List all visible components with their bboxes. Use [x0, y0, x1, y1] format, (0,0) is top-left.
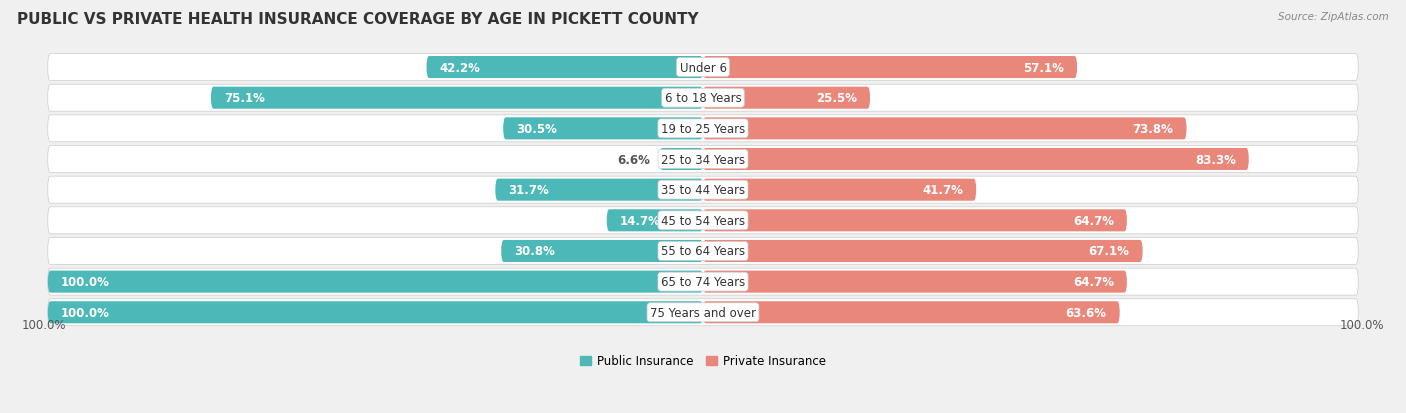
FancyBboxPatch shape — [48, 301, 703, 323]
FancyBboxPatch shape — [703, 118, 1187, 140]
FancyBboxPatch shape — [606, 210, 703, 232]
Text: 25 to 34 Years: 25 to 34 Years — [661, 153, 745, 166]
Text: 100.0%: 100.0% — [60, 306, 110, 319]
Text: 35 to 44 Years: 35 to 44 Years — [661, 184, 745, 197]
FancyBboxPatch shape — [703, 88, 870, 109]
Text: 6.6%: 6.6% — [617, 153, 650, 166]
Text: 64.7%: 64.7% — [1073, 275, 1114, 288]
Text: 64.7%: 64.7% — [1073, 214, 1114, 227]
FancyBboxPatch shape — [48, 207, 1358, 234]
FancyBboxPatch shape — [48, 85, 1358, 112]
Text: PUBLIC VS PRIVATE HEALTH INSURANCE COVERAGE BY AGE IN PICKETT COUNTY: PUBLIC VS PRIVATE HEALTH INSURANCE COVER… — [17, 12, 699, 27]
Text: 6 to 18 Years: 6 to 18 Years — [665, 92, 741, 105]
FancyBboxPatch shape — [703, 301, 1119, 323]
Text: 65 to 74 Years: 65 to 74 Years — [661, 275, 745, 288]
Text: 31.7%: 31.7% — [509, 184, 550, 197]
Text: 75 Years and over: 75 Years and over — [650, 306, 756, 319]
Text: 83.3%: 83.3% — [1195, 153, 1236, 166]
FancyBboxPatch shape — [48, 268, 1358, 295]
Text: 67.1%: 67.1% — [1088, 245, 1129, 258]
FancyBboxPatch shape — [48, 238, 1358, 265]
Text: 45 to 54 Years: 45 to 54 Years — [661, 214, 745, 227]
Text: 63.6%: 63.6% — [1066, 306, 1107, 319]
FancyBboxPatch shape — [48, 299, 1358, 326]
Text: 30.5%: 30.5% — [516, 123, 557, 135]
Text: 19 to 25 Years: 19 to 25 Years — [661, 123, 745, 135]
FancyBboxPatch shape — [703, 57, 1077, 79]
Text: 30.8%: 30.8% — [515, 245, 555, 258]
FancyBboxPatch shape — [703, 240, 1143, 262]
FancyBboxPatch shape — [211, 88, 703, 109]
FancyBboxPatch shape — [48, 271, 703, 293]
FancyBboxPatch shape — [48, 116, 1358, 142]
FancyBboxPatch shape — [501, 240, 703, 262]
Legend: Public Insurance, Private Insurance: Public Insurance, Private Insurance — [575, 350, 831, 372]
FancyBboxPatch shape — [703, 149, 1249, 171]
Text: 75.1%: 75.1% — [224, 92, 264, 105]
Text: 100.0%: 100.0% — [21, 318, 66, 332]
FancyBboxPatch shape — [426, 57, 703, 79]
FancyBboxPatch shape — [703, 179, 976, 201]
FancyBboxPatch shape — [48, 55, 1358, 81]
Text: Under 6: Under 6 — [679, 62, 727, 74]
Text: 55 to 64 Years: 55 to 64 Years — [661, 245, 745, 258]
FancyBboxPatch shape — [48, 146, 1358, 173]
FancyBboxPatch shape — [503, 118, 703, 140]
Text: 100.0%: 100.0% — [60, 275, 110, 288]
FancyBboxPatch shape — [48, 177, 1358, 204]
Text: 42.2%: 42.2% — [440, 62, 481, 74]
Text: 100.0%: 100.0% — [1340, 318, 1385, 332]
Text: Source: ZipAtlas.com: Source: ZipAtlas.com — [1278, 12, 1389, 22]
FancyBboxPatch shape — [703, 210, 1128, 232]
Text: 73.8%: 73.8% — [1133, 123, 1174, 135]
FancyBboxPatch shape — [659, 149, 703, 171]
Text: 14.7%: 14.7% — [620, 214, 661, 227]
Text: 25.5%: 25.5% — [815, 92, 858, 105]
Text: 41.7%: 41.7% — [922, 184, 963, 197]
FancyBboxPatch shape — [703, 271, 1128, 293]
FancyBboxPatch shape — [495, 179, 703, 201]
Text: 57.1%: 57.1% — [1024, 62, 1064, 74]
